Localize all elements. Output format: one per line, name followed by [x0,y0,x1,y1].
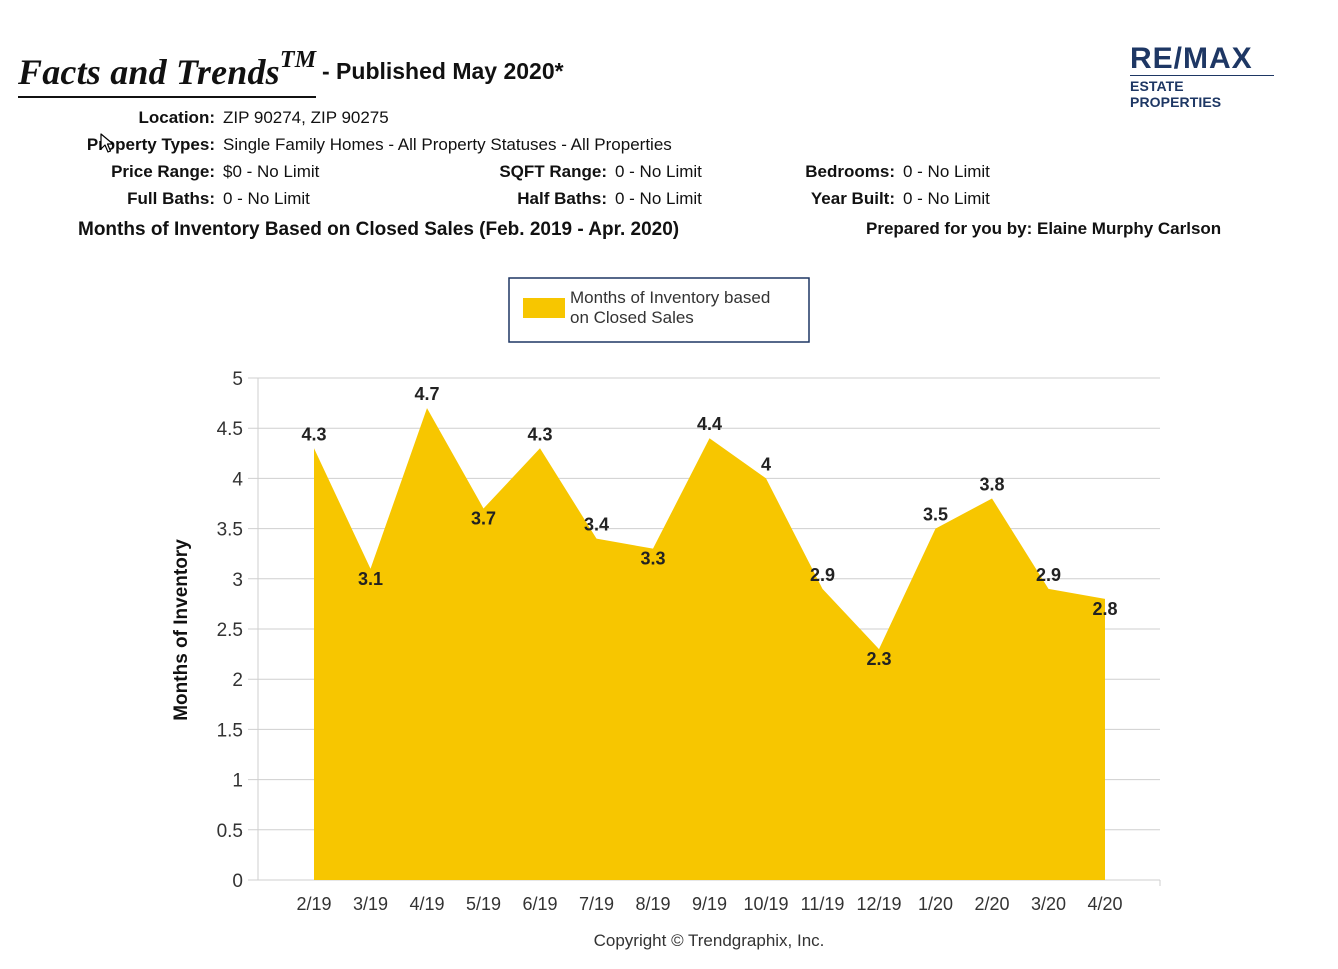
published-date: - Published May 2020* [322,58,564,84]
y-tick-label: 0.5 [217,821,243,842]
location-value: ZIP 90274, ZIP 90275 [223,108,389,127]
price-range-label: Price Range: [111,162,215,181]
full-baths-label: Full Baths: [127,189,215,208]
copyright-text: Copyright © Trendgraphix, Inc. [594,931,825,950]
remax-logo: RE/MAX ESTATE PROPERTIES [1130,44,1274,110]
x-tick-label: 5/19 [466,894,501,914]
data-label: 3.8 [979,474,1004,494]
x-tick-label: 4/20 [1087,894,1122,914]
y-tick-label: 1 [232,771,243,792]
y-tick-label: 3.5 [217,520,243,541]
x-tick-label: 8/19 [635,894,670,914]
chart-legend: Months of Inventory based on Closed Sale… [508,277,810,343]
x-tick-label: 10/19 [743,894,788,914]
y-tick-labels: 0 0.5 1 1.5 2 2.5 3 3.5 4 4.5 5 [217,369,244,892]
data-label: 2.3 [866,649,891,669]
x-tick-label: 4/19 [409,894,444,914]
x-tick-label: 3/20 [1031,894,1066,914]
data-label: 3.4 [584,515,609,535]
y-tick-label: 3 [232,570,243,591]
data-label: 4.7 [414,384,439,404]
bedrooms-label: Bedrooms: [805,162,895,181]
year-built-label: Year Built: [810,189,895,208]
criteria-price-range: Price Range: $0 - No Limit [60,162,319,182]
price-range-value: $0 - No Limit [223,162,320,181]
data-label: 4 [761,454,771,474]
data-label: 4.3 [527,424,552,444]
location-label: Location: [138,108,216,127]
data-label: 3.1 [358,569,383,589]
mouse-cursor-icon [100,133,114,153]
data-labels: 4.3 3.1 4.7 3.7 4.3 3.4 3.3 4.4 4 2.9 2.3 3.5 3.8 2.9… [301,384,1117,669]
bedrooms-value: 0 - No Limit [903,162,990,181]
data-label: 2.9 [810,565,835,585]
property-types-value: Single Family Homes - All Property Statu… [223,135,672,154]
criteria-full-baths: Full Baths: 0 - No Limit [60,189,310,209]
chart-heading: Months of Inventory Based on Closed Sale… [78,219,680,240]
y-tick-label: 0 [232,871,243,892]
y-tick-label: 5 [232,369,243,390]
criteria-sqft-range: SQFT Range: 0 - No Limit [440,162,702,182]
property-types-label: Property Types: [86,135,215,154]
half-baths-label: Half Baths: [517,189,607,208]
y-axis-title: Months of Inventory [171,539,192,721]
sqft-range-value: 0 - No Limit [615,162,702,181]
data-label: 3.7 [471,509,496,529]
series-area [314,408,1105,880]
sqft-range-label: SQFT Range: [499,162,607,181]
brand-text: Facts and Trends [18,52,280,92]
y-tick-label: 2 [232,670,243,691]
x-tick-label: 1/20 [918,894,953,914]
y-tick-label: 4 [232,469,243,490]
legend-swatch [523,298,565,318]
criteria-year-built: Year Built: 0 - No Limit [760,189,990,209]
year-built-value: 0 - No Limit [903,189,990,208]
data-label: 3.3 [640,549,665,569]
x-tick-label: 9/19 [692,894,727,914]
x-tick-labels: 2/19 3/19 4/19 5/19 6/19 7/19 8/19 9/19 10/19 11/… [296,894,1122,914]
data-label: 2.9 [1036,565,1061,585]
data-label: 4.3 [301,424,326,444]
full-baths-value: 0 - No Limit [223,189,310,208]
x-tick-label: 3/19 [353,894,388,914]
legend-label-line-1: Months of Inventory based [570,288,770,307]
logo-main-text: RE/MAX [1130,42,1253,75]
y-tick-label: 1.5 [217,720,243,741]
criteria-bedrooms: Bedrooms: 0 - No Limit [760,162,990,182]
y-tick-label: 2.5 [217,620,243,641]
criteria-location: Location: ZIP 90274, ZIP 90275 [60,108,389,128]
x-tick-label: 11/19 [801,894,845,914]
prepared-by: Prepared for you by: Elaine Murphy Carls… [866,219,1222,238]
criteria-property-types: Property Types: Single Family Homes - All… [60,135,672,155]
legend-label-line-2: on Closed Sales [570,308,694,327]
data-label: 4.4 [697,414,722,434]
brand-title: Facts and TrendsTM [18,40,317,98]
x-tick-label: 6/19 [522,894,557,914]
data-label: 3.5 [923,505,948,525]
trademark-mark: TM [279,47,317,73]
x-tick-label: 2/19 [296,894,331,914]
x-tick-label: 7/19 [579,894,614,914]
x-tick-label: 2/20 [974,894,1009,914]
half-baths-value: 0 - No Limit [615,189,702,208]
data-label: 2.8 [1092,599,1117,619]
criteria-half-baths: Half Baths: 0 - No Limit [440,189,702,209]
y-tick-label: 4.5 [217,419,243,440]
logo-sub-text: ESTATE PROPERTIES [1130,75,1274,110]
x-tick-label: 12/19 [856,894,901,914]
